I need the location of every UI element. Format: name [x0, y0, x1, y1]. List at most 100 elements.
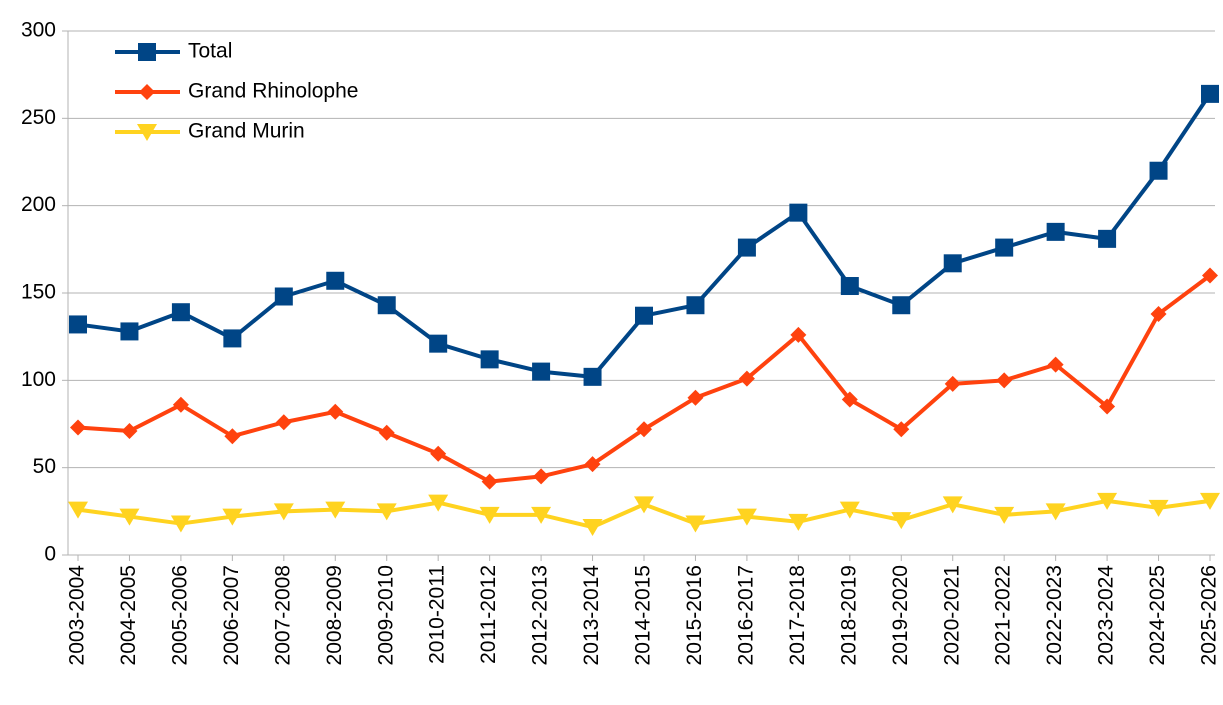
data-point	[790, 326, 807, 343]
data-point	[892, 296, 911, 315]
data-point	[736, 508, 757, 526]
x-tick-label: 2020-2021	[940, 565, 963, 665]
x-tick-label: 2018-2019	[837, 565, 860, 665]
data-point	[170, 515, 191, 533]
x-tick-label: 2012-2013	[529, 565, 552, 665]
x-tick-label: 2010-2011	[426, 565, 449, 664]
data-point	[1200, 492, 1220, 510]
legend-marker	[138, 43, 156, 61]
data-point	[377, 296, 396, 315]
data-point	[687, 389, 704, 406]
data-point	[376, 503, 397, 521]
data-point	[275, 414, 292, 431]
data-point	[1150, 305, 1167, 322]
legend-label: Total	[188, 40, 232, 63]
data-point	[891, 512, 912, 530]
data-point	[685, 515, 706, 533]
data-point	[686, 296, 705, 315]
data-point	[584, 456, 601, 473]
legend-label: Grand Murin	[188, 120, 305, 143]
data-point	[273, 503, 294, 521]
data-point	[841, 391, 858, 408]
data-point	[840, 277, 859, 296]
data-point	[430, 445, 447, 462]
x-tick-label: 2015-2016	[683, 565, 706, 665]
y-tick-label: 200	[21, 193, 56, 216]
data-point	[942, 496, 963, 514]
data-point	[944, 375, 961, 392]
data-point	[994, 506, 1015, 524]
x-tick-label: 2011-2012	[477, 565, 500, 664]
data-point	[533, 468, 550, 485]
x-tick-label: 2009-2010	[374, 565, 397, 665]
y-tick-label: 250	[21, 106, 56, 129]
data-point	[119, 508, 140, 526]
data-point	[582, 519, 603, 537]
data-point	[1045, 503, 1066, 521]
legend-marker	[137, 124, 157, 141]
x-tick-label: 2022-2023	[1043, 565, 1066, 665]
data-point	[222, 508, 243, 526]
legend-marker	[139, 84, 155, 100]
data-point	[274, 287, 293, 306]
data-point	[172, 396, 189, 413]
x-tick-label: 2017-2018	[786, 565, 809, 665]
data-point	[995, 238, 1014, 257]
x-tick-label: 2007-2008	[271, 565, 294, 665]
data-point	[479, 506, 500, 524]
data-point	[480, 350, 499, 369]
x-tick-label: 2021-2022	[992, 565, 1015, 665]
data-point	[636, 421, 652, 438]
series-line	[77, 273, 1212, 484]
data-point	[583, 367, 602, 386]
x-tick-label: 2003-2004	[66, 565, 89, 666]
data-point	[1046, 222, 1065, 241]
data-point	[1047, 356, 1064, 373]
y-tick-label: 0	[44, 543, 56, 566]
data-point	[1099, 398, 1116, 415]
data-point	[634, 496, 654, 514]
x-tick-label: 2008-2009	[323, 565, 346, 665]
x-tick-label: 2013-2014	[580, 565, 603, 666]
data-point	[532, 362, 551, 381]
data-point	[224, 428, 241, 445]
x-tick-label: 2004-2005	[117, 565, 140, 665]
data-point	[943, 254, 962, 273]
data-point	[531, 506, 552, 524]
data-point	[1097, 492, 1118, 510]
data-point	[1202, 267, 1218, 284]
data-point	[325, 501, 346, 519]
x-tick-label: 2005-2006	[168, 565, 191, 665]
y-tick-label: 50	[33, 455, 56, 478]
y-tick-label: 100	[21, 368, 56, 391]
y-tick-label: 300	[21, 19, 56, 42]
data-point	[893, 421, 910, 438]
data-point	[481, 473, 498, 490]
data-point	[1201, 84, 1219, 103]
data-point	[70, 419, 86, 436]
data-point	[1098, 229, 1117, 248]
x-tick-label: 2006-2007	[220, 565, 243, 665]
x-tick-label: 2016-2017	[734, 565, 757, 665]
legend-label: Grand Rhinolophe	[188, 80, 358, 103]
data-point	[737, 238, 756, 257]
data-point	[68, 501, 88, 519]
x-tick-label: 2025-2026	[1198, 565, 1221, 665]
data-point	[839, 501, 860, 519]
data-point	[429, 334, 448, 353]
x-tick-label: 2014-2015	[632, 565, 655, 665]
x-tick-label: 2023-2024	[1095, 565, 1118, 666]
data-point	[223, 329, 242, 348]
data-point	[326, 271, 345, 290]
data-point	[1148, 499, 1169, 517]
data-point	[120, 322, 139, 341]
x-tick-label: 2019-2020	[889, 565, 912, 665]
data-point	[171, 303, 190, 322]
data-point	[635, 306, 653, 325]
data-point	[327, 403, 344, 420]
data-point	[996, 372, 1013, 389]
x-tick-label: 2024-2025	[1146, 565, 1169, 665]
data-point	[428, 494, 449, 512]
data-point	[738, 370, 755, 387]
